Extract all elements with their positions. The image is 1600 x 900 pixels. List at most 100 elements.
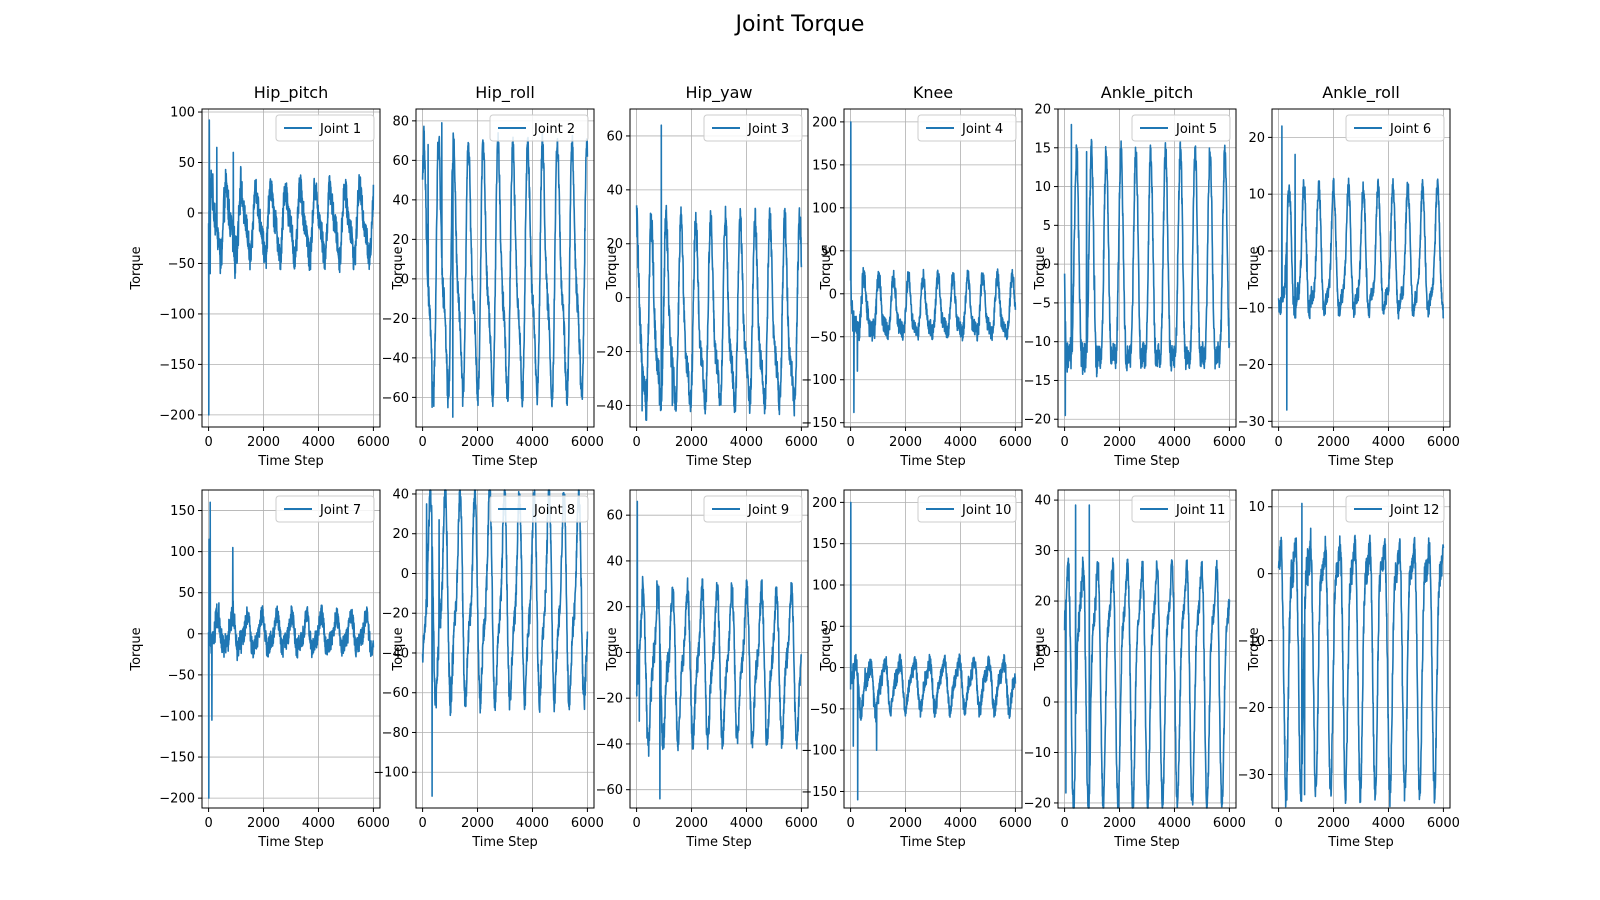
y-tick-label: 50	[820, 244, 837, 259]
x-tick-label: 0	[204, 816, 212, 831]
axes-frame	[843, 489, 1023, 809]
y-tick-label: 5	[1043, 219, 1051, 234]
x-axis-label: Time Step	[899, 454, 966, 469]
y-tick-label: −20	[596, 692, 623, 707]
x-tick-label: 6000	[1213, 435, 1246, 450]
figure-title: Joint Torque	[735, 12, 865, 37]
y-tick-label: 50	[820, 620, 837, 635]
x-axis-label: Time Step	[1113, 454, 1180, 469]
x-tick-label: 0	[632, 816, 640, 831]
y-tick-label: 0	[187, 206, 195, 221]
y-tick-label: −10	[1238, 301, 1265, 316]
x-tick-label: 6000	[1427, 435, 1460, 450]
x-tick-label: 4000	[1372, 816, 1405, 831]
y-tick-label: −30	[1238, 415, 1265, 430]
y-tick-label: −10	[1024, 746, 1051, 761]
y-tick-label: 60	[606, 129, 623, 144]
series-line-joint-1	[207, 119, 375, 416]
y-tick-label: 30	[1034, 544, 1051, 559]
y-tick-label: 150	[170, 504, 195, 519]
x-tick-label: 0	[632, 435, 640, 450]
x-tick-label: 6000	[1213, 816, 1246, 831]
y-axis-label: Torque	[129, 246, 144, 290]
axes-frame	[843, 108, 1023, 428]
subplot-11: 0 2000 4000 6000 −20 −10 0 10 20 30 40 Time Step Tor…	[1024, 489, 1246, 850]
y-tick-label: 40	[1034, 494, 1051, 509]
x-tick-label: 4000	[302, 435, 335, 450]
y-tick-label: −30	[1238, 768, 1265, 783]
axes-frame	[629, 108, 809, 428]
x-tick-label: 2000	[461, 435, 494, 450]
x-tick-label: 0	[1274, 816, 1282, 831]
x-axis-label: Time Step	[899, 835, 966, 850]
series-line-joint-4	[849, 121, 1017, 414]
x-tick-label: 6000	[571, 816, 604, 831]
axes-frame	[1057, 489, 1237, 809]
y-tick-label: 0	[401, 567, 409, 582]
x-axis-label: Time Step	[257, 835, 324, 850]
legend-box	[917, 114, 1017, 142]
x-tick-label: 4000	[516, 816, 549, 831]
legend-box	[489, 495, 589, 523]
y-axis-label: Torque	[129, 627, 144, 671]
y-tick-label: −150	[159, 751, 195, 766]
series-line-joint-2	[421, 122, 589, 418]
x-tick-label: 6000	[999, 816, 1032, 831]
x-tick-label: 4000	[730, 435, 763, 450]
legend-box	[1345, 114, 1445, 142]
x-tick-label: 0	[418, 816, 426, 831]
y-tick-label: 0	[1257, 244, 1265, 259]
axes-frame	[415, 489, 595, 809]
y-tick-label: 60	[392, 154, 409, 169]
y-tick-label: −15	[1024, 374, 1051, 389]
y-tick-label: −100	[801, 373, 837, 388]
x-tick-label: 6000	[571, 435, 604, 450]
y-tick-label: 15	[1034, 141, 1051, 156]
subplot-5: 0 2000 4000 6000 −20 −15 −10 −5 0 5 10 15 20 Ankle_pi…	[1024, 83, 1246, 469]
y-axis-label: Torque	[391, 627, 406, 671]
series-line-joint-10	[849, 501, 1017, 801]
x-tick-label: 4000	[302, 816, 335, 831]
x-tick-label: 2000	[1103, 435, 1136, 450]
y-axis-label: Torque	[605, 246, 620, 290]
y-tick-label: 0	[615, 646, 623, 661]
series-line-joint-9	[635, 500, 802, 800]
legend-box	[275, 495, 375, 523]
x-tick-label: 4000	[944, 816, 977, 831]
legend-label: Joint 10	[961, 503, 1011, 518]
y-tick-label: −100	[159, 709, 195, 724]
y-axis-label: Torque	[1247, 246, 1262, 290]
y-tick-label: −150	[801, 416, 837, 431]
x-tick-label: 6000	[785, 435, 818, 450]
axes-frame	[1057, 108, 1237, 428]
y-tick-label: −20	[1024, 796, 1051, 811]
y-tick-label: −100	[801, 744, 837, 759]
y-tick-label: 100	[812, 201, 837, 216]
y-axis-label: Torque	[819, 246, 834, 290]
y-tick-label: −150	[159, 358, 195, 373]
x-tick-label: 4000	[1372, 435, 1405, 450]
y-tick-label: 20	[392, 233, 409, 248]
x-tick-label: 2000	[675, 435, 708, 450]
y-tick-label: 20	[606, 237, 623, 252]
series-line-joint-6	[1277, 125, 1445, 411]
legend-box	[703, 495, 803, 523]
y-tick-label: 20	[1034, 595, 1051, 610]
y-tick-label: 0	[615, 291, 623, 306]
x-tick-label: 0	[846, 816, 854, 831]
y-tick-label: 200	[812, 496, 837, 511]
subplot-9: 0 2000 4000 6000 −60 −40 −20 0 20 40 60 Time Step To…	[596, 489, 818, 850]
x-tick-label: 0	[1060, 435, 1068, 450]
y-tick-label: −100	[159, 307, 195, 322]
subplot-title: Knee	[913, 83, 953, 102]
x-tick-label: 6000	[357, 816, 390, 831]
x-tick-label: 2000	[1317, 435, 1350, 450]
x-axis-label: Time Step	[1327, 835, 1394, 850]
y-tick-label: −60	[382, 686, 409, 701]
legend-box	[703, 114, 803, 142]
y-tick-label: 0	[1043, 696, 1051, 711]
y-tick-label: 10	[1248, 500, 1265, 515]
axes-frame	[415, 108, 595, 428]
y-tick-label: 60	[606, 509, 623, 524]
y-tick-label: 0	[829, 661, 837, 676]
